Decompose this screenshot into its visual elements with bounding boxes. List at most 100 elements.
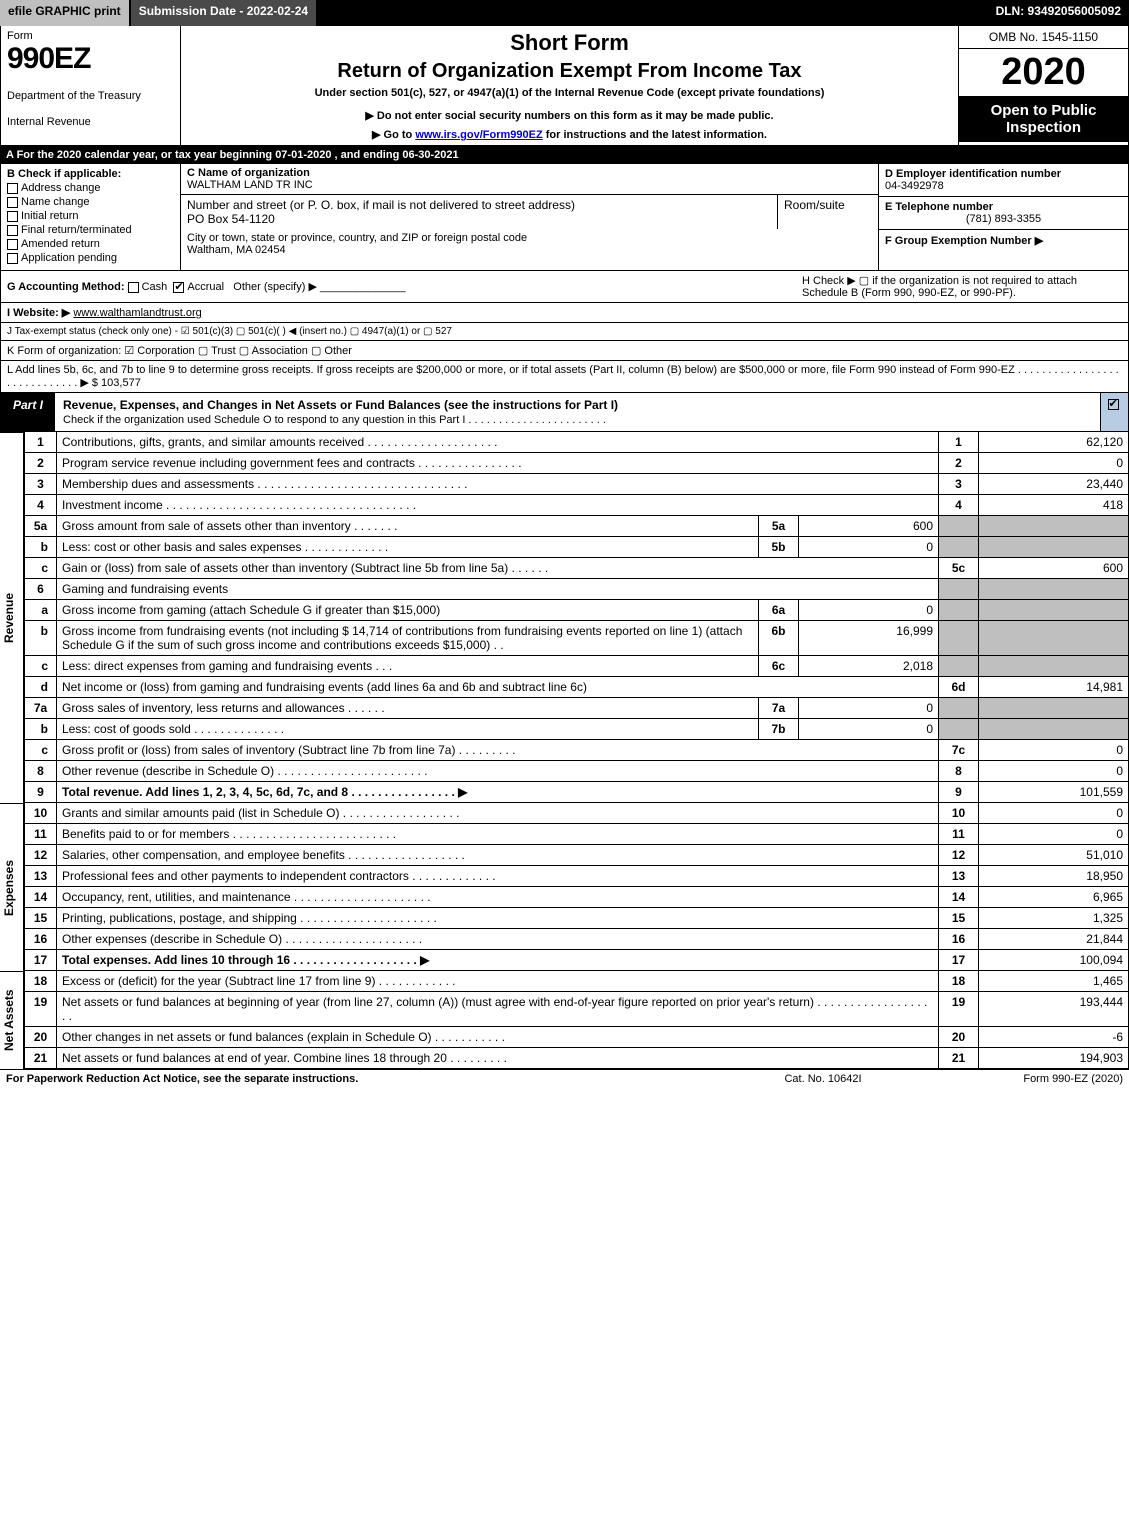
amt	[979, 656, 1129, 677]
amt	[979, 621, 1129, 656]
revenue-side-label: Revenue	[0, 432, 24, 803]
row-7a: 7aGross sales of inventory, less returns…	[25, 698, 1129, 719]
rn	[939, 600, 979, 621]
rn: 18	[939, 971, 979, 992]
top-bar: efile GRAPHIC print Submission Date - 20…	[0, 0, 1129, 26]
org-name-value: WALTHAM LAND TR INC	[187, 179, 313, 191]
g-other: Other (specify) ▶	[233, 281, 317, 293]
rn	[939, 719, 979, 740]
midval: 2,018	[799, 656, 939, 677]
footer-center: Cat. No. 10642I	[723, 1073, 923, 1085]
ln: a	[25, 600, 57, 621]
netassets-side-label: Net Assets	[0, 971, 24, 1069]
chk-label: Final return/terminated	[21, 224, 132, 236]
chk-amended-return[interactable]: Amended return	[7, 238, 174, 250]
row-7c: cGross profit or (loss) from sales of in…	[25, 740, 1129, 761]
row-19: 19Net assets or fund balances at beginni…	[25, 992, 1129, 1027]
ln: 16	[25, 929, 57, 950]
desc: Gaming and fundraising events	[57, 579, 939, 600]
rn: 20	[939, 1027, 979, 1048]
ln: 15	[25, 908, 57, 929]
chk-address-change[interactable]: Address change	[7, 182, 174, 194]
website-link[interactable]: www.walthamlandtrust.org	[73, 307, 201, 319]
desc: Other revenue (describe in Schedule O) .…	[57, 761, 939, 782]
midval: 0	[799, 600, 939, 621]
expenses-side-label: Expenses	[0, 803, 24, 971]
chk-label: Name change	[21, 196, 90, 208]
addr-value: PO Box 54-1120	[187, 212, 275, 226]
desc: Salaries, other compensation, and employ…	[57, 845, 939, 866]
irs-link[interactable]: www.irs.gov/Form990EZ	[415, 129, 542, 141]
under-section: Under section 501(c), 527, or 4947(a)(1)…	[189, 87, 950, 99]
desc: Total expenses. Add lines 10 through 16 …	[57, 950, 939, 971]
ein-label: D Employer identification number	[885, 168, 1061, 180]
header-center: Short Form Return of Organization Exempt…	[181, 26, 958, 145]
row-3: 3Membership dues and assessments . . . .…	[25, 474, 1129, 495]
row-11: 11Benefits paid to or for members . . . …	[25, 824, 1129, 845]
desc: Gross income from gaming (attach Schedul…	[57, 600, 759, 621]
mid: 7a	[759, 698, 799, 719]
rn	[939, 621, 979, 656]
rn: 4	[939, 495, 979, 516]
chk-initial-return[interactable]: Initial return	[7, 210, 174, 222]
footer-right: Form 990-EZ (2020)	[923, 1073, 1123, 1085]
dln-label: DLN: 93492056005092	[988, 0, 1129, 26]
ein-row: D Employer identification number 04-3492…	[879, 164, 1128, 197]
row-5a: 5aGross amount from sale of assets other…	[25, 516, 1129, 537]
amt: 18,950	[979, 866, 1129, 887]
ln: 4	[25, 495, 57, 516]
form-number: 990EZ	[7, 42, 174, 76]
ln: 8	[25, 761, 57, 782]
row-1: 1Contributions, gifts, grants, and simil…	[25, 432, 1129, 453]
amt: 100,094	[979, 950, 1129, 971]
submission-date-button[interactable]: Submission Date - 2022-02-24	[131, 0, 318, 26]
netassets-table: 18Excess or (deficit) for the year (Subt…	[24, 971, 1129, 1069]
org-name-label: C Name of organization	[187, 167, 310, 179]
rn: 11	[939, 824, 979, 845]
header-left: Form 990EZ Department of the Treasury In…	[1, 26, 181, 145]
ln: 12	[25, 845, 57, 866]
desc: Printing, publications, postage, and shi…	[57, 908, 939, 929]
efile-print-button[interactable]: efile GRAPHIC print	[0, 0, 131, 26]
chk-final-return[interactable]: Final return/terminated	[7, 224, 174, 236]
rn: 13	[939, 866, 979, 887]
ln: 3	[25, 474, 57, 495]
amt: 418	[979, 495, 1129, 516]
dept-irs: Internal Revenue	[7, 116, 174, 128]
amt: 1,465	[979, 971, 1129, 992]
mid: 5b	[759, 537, 799, 558]
checkbox-icon[interactable]	[128, 282, 139, 293]
line-j: J Tax-exempt status (check only one) - ☑…	[0, 323, 1129, 341]
rn: 19	[939, 992, 979, 1027]
desc: Other changes in net assets or fund bala…	[57, 1027, 939, 1048]
chk-application-pending[interactable]: Application pending	[7, 252, 174, 264]
row-12: 12Salaries, other compensation, and empl…	[25, 845, 1129, 866]
group-exemption-label: F Group Exemption Number ▶	[885, 235, 1043, 247]
desc: Excess or (deficit) for the year (Subtra…	[57, 971, 939, 992]
ln: 19	[25, 992, 57, 1027]
amt: 23,440	[979, 474, 1129, 495]
phone-value: (781) 893-3355	[885, 213, 1122, 225]
desc: Contributions, gifts, grants, and simila…	[57, 432, 939, 453]
midval: 600	[799, 516, 939, 537]
amt: 6,965	[979, 887, 1129, 908]
row-15: 15Printing, publications, postage, and s…	[25, 908, 1129, 929]
part1-checkbox-cell[interactable]	[1100, 393, 1128, 431]
addr-row: Number and street (or P. O. box, if mail…	[181, 195, 878, 229]
ln: 6	[25, 579, 57, 600]
chk-name-change[interactable]: Name change	[7, 196, 174, 208]
desc: Program service revenue including govern…	[57, 453, 939, 474]
ln: 17	[25, 950, 57, 971]
desc: Less: direct expenses from gaming and fu…	[57, 656, 759, 677]
chk-label: Application pending	[21, 252, 117, 264]
mid: 6b	[759, 621, 799, 656]
desc: Gain or (loss) from sale of assets other…	[57, 558, 939, 579]
city-value: Waltham, MA 02454	[187, 244, 286, 256]
box-b: B Check if applicable: Address change Na…	[1, 164, 181, 270]
group-exemption-row: F Group Exemption Number ▶	[879, 230, 1128, 251]
mid: 6a	[759, 600, 799, 621]
line-g-h: G Accounting Method: Cash Accrual Other …	[0, 271, 1129, 303]
row-5c: cGain or (loss) from sale of assets othe…	[25, 558, 1129, 579]
midval: 0	[799, 698, 939, 719]
checkbox-icon[interactable]	[173, 282, 184, 293]
